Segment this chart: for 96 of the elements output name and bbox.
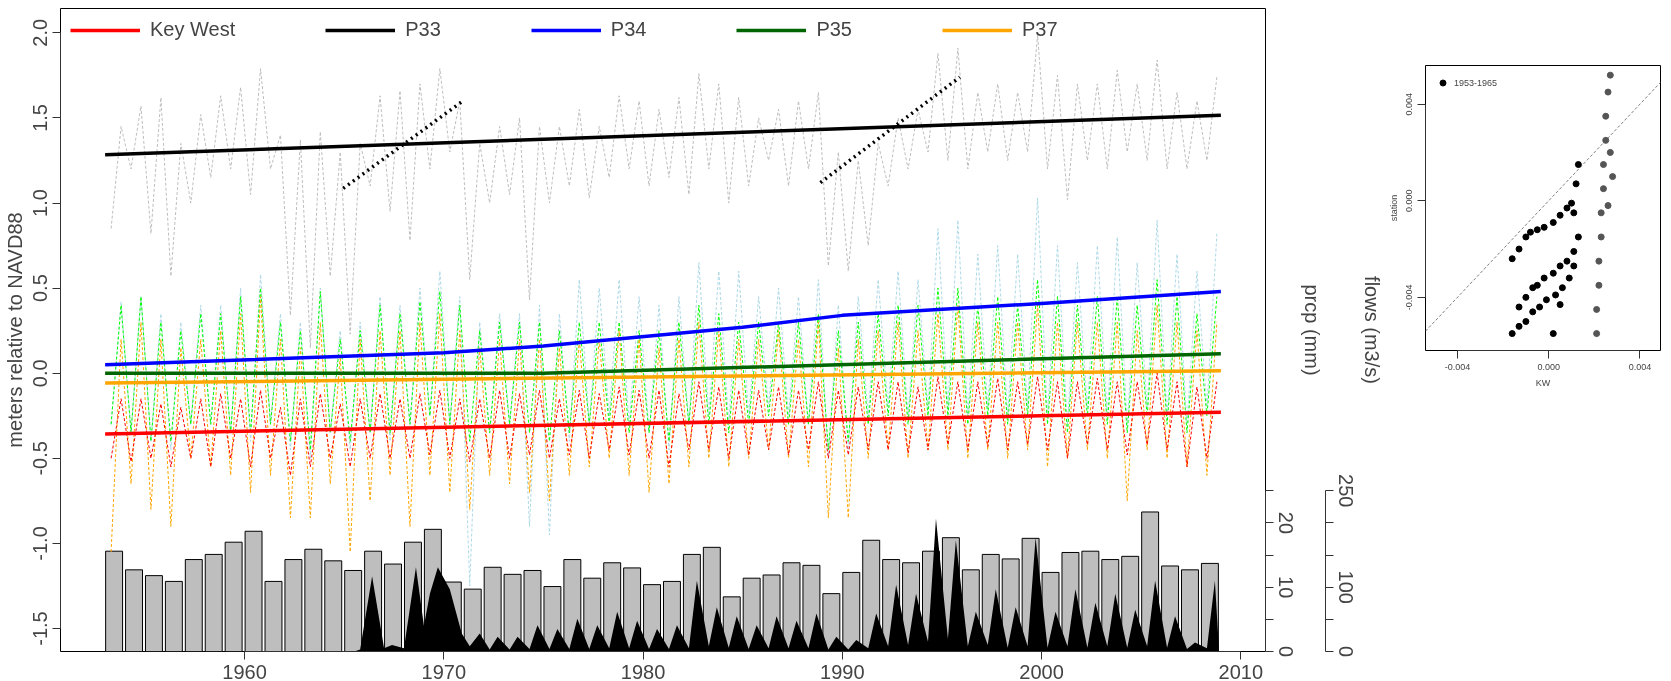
bar — [164, 580, 183, 652]
point — [1552, 291, 1560, 299]
legend-label: P34 — [610, 18, 647, 41]
point — [1549, 219, 1557, 226]
y-tick-label: -0.004 — [1404, 284, 1415, 311]
line-series — [103, 289, 1223, 367]
point — [1515, 245, 1523, 253]
point — [1563, 204, 1571, 212]
y-tick-label: 1.5 — [29, 104, 52, 132]
point — [1508, 330, 1516, 338]
point — [1574, 161, 1582, 169]
y3-axis-title: flows (m3/s) — [1360, 276, 1383, 384]
bar — [125, 569, 143, 652]
x-tick-label: 0.004 — [1628, 361, 1652, 372]
point — [1570, 262, 1578, 270]
legend-label: P35 — [816, 18, 852, 41]
point — [1570, 247, 1578, 255]
point — [1595, 281, 1603, 289]
point — [1540, 223, 1548, 231]
point — [1522, 293, 1530, 301]
bar — [144, 575, 163, 652]
x-tick-label: 1960 — [222, 660, 267, 681]
point — [1549, 330, 1557, 338]
point — [1556, 301, 1564, 309]
x-tick-label: 1970 — [421, 660, 467, 681]
point — [1599, 161, 1607, 169]
bar — [324, 560, 343, 652]
point — [1609, 173, 1617, 181]
x-tick-label: 0.000 — [1537, 361, 1560, 372]
x-tick-label: 1990 — [820, 660, 865, 681]
point — [1593, 305, 1601, 313]
point — [1526, 228, 1534, 236]
point — [1570, 209, 1578, 217]
x-axis-title: KW — [1535, 377, 1551, 388]
point — [1595, 257, 1603, 265]
y3-tick-label: 0 — [1334, 645, 1357, 658]
point — [1602, 136, 1610, 144]
point — [1556, 262, 1564, 270]
point — [1533, 281, 1541, 289]
point — [1542, 296, 1550, 304]
legend-label: P37 — [1022, 18, 1058, 41]
point — [1540, 274, 1548, 282]
point — [1604, 88, 1612, 96]
point — [1536, 303, 1544, 311]
point — [1522, 318, 1530, 326]
y-tick-label: -0.5 — [29, 441, 52, 476]
y-axis-title: station — [1388, 194, 1399, 222]
y3-tick-label: 250 — [1334, 474, 1357, 508]
x-tick-label: 1980 — [620, 660, 666, 681]
y-tick-label: -1.5 — [29, 611, 52, 646]
bar — [204, 553, 223, 652]
y-tick-label: 1.0 — [29, 189, 52, 217]
y-tick-label: 0.0 — [29, 359, 52, 388]
x-tick-label: 2010 — [1218, 660, 1264, 681]
y2-tick-label: 0 — [1274, 645, 1297, 658]
line-series — [110, 197, 1218, 587]
legend-label: 1953-1965 — [1454, 77, 1498, 88]
y2-axis-title: prcp (mm) — [1300, 284, 1323, 376]
point — [1574, 233, 1582, 241]
point — [1597, 209, 1605, 217]
y3-tick-label: 100 — [1334, 570, 1357, 604]
point — [1515, 322, 1523, 330]
y-tick-label: 0.5 — [29, 274, 52, 303]
point — [1549, 269, 1557, 277]
point — [1508, 255, 1516, 263]
point — [1606, 148, 1614, 156]
y-tick-label: 0.000 — [1404, 189, 1415, 213]
point — [1556, 211, 1564, 219]
line-series — [110, 279, 1218, 451]
point — [1568, 199, 1576, 207]
point — [1599, 185, 1607, 193]
y-tick-label: 2.0 — [29, 18, 52, 47]
point — [1529, 308, 1537, 316]
bar — [184, 559, 203, 652]
bar — [105, 550, 124, 652]
point — [1565, 274, 1573, 282]
x-tick-label: -0.004 — [1444, 361, 1471, 372]
point — [1597, 233, 1605, 241]
y-tick-label: -1.0 — [29, 526, 52, 561]
legend-label: Key West — [150, 18, 236, 41]
y2-tick-label: 10 — [1274, 576, 1297, 599]
point — [1606, 71, 1614, 79]
point — [1604, 202, 1612, 210]
y2-tick-label: 20 — [1274, 511, 1297, 535]
point — [1515, 303, 1523, 311]
y-tick-label: 0.004 — [1404, 92, 1415, 116]
point — [1558, 284, 1566, 292]
point — [1533, 226, 1541, 234]
point — [1522, 233, 1530, 241]
legend-label: P33 — [405, 18, 441, 41]
x-tick-label: 2000 — [1019, 660, 1064, 681]
point — [1572, 180, 1580, 188]
point — [1593, 330, 1601, 338]
point — [1563, 257, 1571, 265]
y-axis-title: meters relative to NAVD88 — [3, 212, 26, 448]
point — [1602, 112, 1610, 120]
